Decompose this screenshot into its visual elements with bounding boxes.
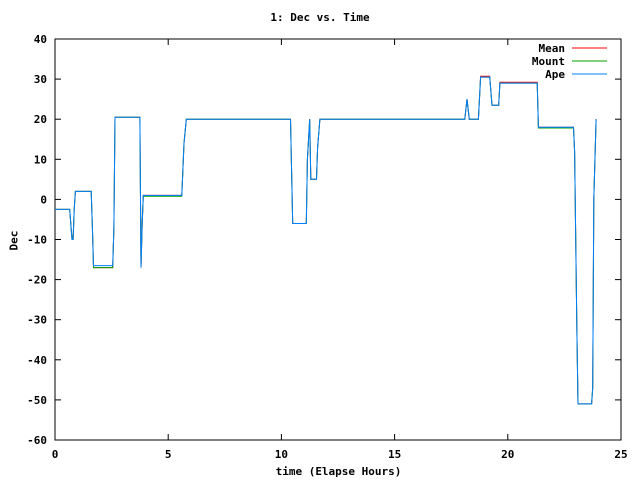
series-line-mean	[55, 75, 597, 405]
series-line-ape	[55, 76, 597, 405]
legend-label-mount: Mount	[532, 55, 565, 68]
series-line-mount	[55, 76, 597, 405]
x-tick-label: 15	[388, 448, 401, 461]
y-tick-label: -40	[27, 354, 47, 367]
legend-label-mean: Mean	[539, 42, 566, 55]
x-tick-label: 0	[52, 448, 59, 461]
y-tick-label: -60	[27, 434, 47, 447]
y-tick-label: -30	[27, 314, 47, 327]
y-tick-label: -20	[27, 274, 47, 287]
x-tick-label: 20	[501, 448, 514, 461]
plot-border	[54, 38, 622, 441]
y-tick-label: 10	[34, 153, 47, 166]
y-tick-label: 30	[34, 73, 47, 86]
y-tick-label: -50	[27, 394, 47, 407]
legend-label-ape: Ape	[545, 68, 565, 81]
y-axis-label: Dec	[7, 230, 21, 251]
x-axis-label: time (Elapse Hours)	[275, 465, 402, 478]
x-tick-label: 5	[165, 448, 172, 461]
x-tick-label: 25	[614, 448, 627, 461]
y-tick-label: 40	[34, 33, 47, 46]
y-tick-label: -10	[27, 234, 47, 247]
x-tick-label: 10	[275, 448, 288, 461]
chart-title: 1: Dec vs. Time	[270, 11, 370, 24]
y-tick-label: 20	[34, 113, 47, 126]
y-tick-label: 0	[40, 193, 47, 206]
